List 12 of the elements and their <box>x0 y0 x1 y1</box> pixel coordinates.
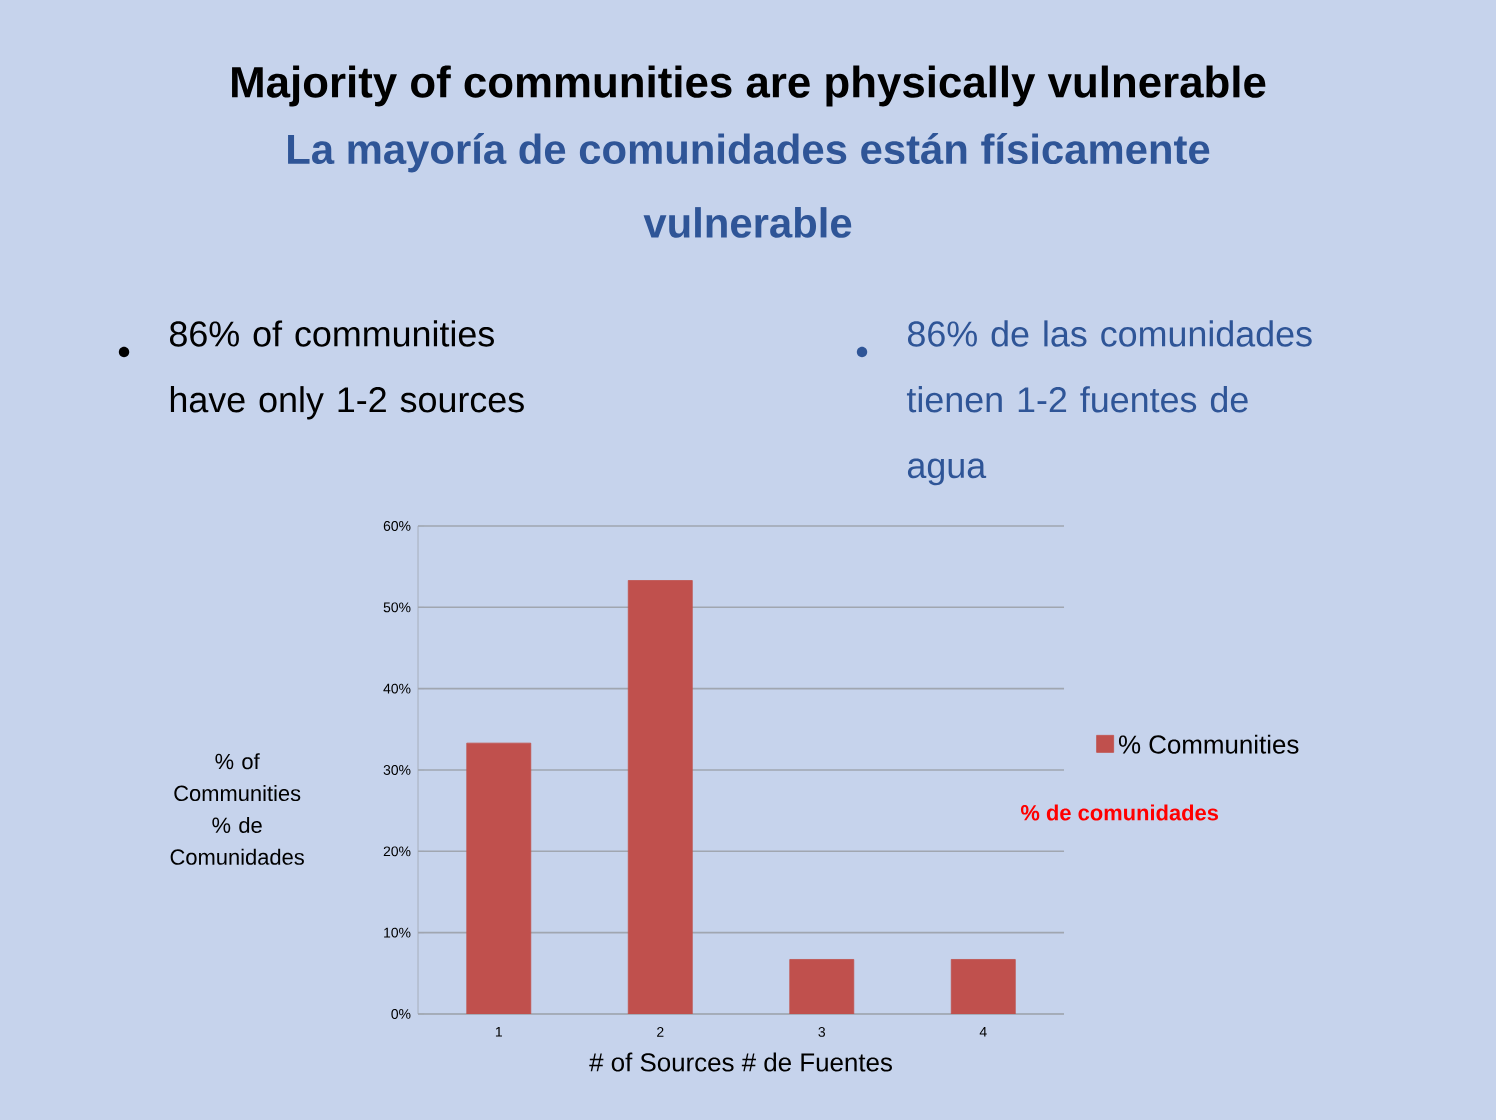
x-axis-title: # of Sources # de Fuentes <box>589 1052 892 1072</box>
bar <box>789 959 855 1014</box>
bar <box>950 959 1016 1014</box>
text: 86% of communities have only 1-2 sources <box>169 320 524 420</box>
bar <box>466 742 532 1014</box>
y-axis-title: % of Communities % de Comunidades <box>170 753 304 865</box>
legend-label: % Communities <box>1118 734 1299 754</box>
annotation: % de comunidades <box>1020 804 1219 821</box>
bar <box>627 580 693 1014</box>
text: 86% de las comunidades tienen 1-2 fuentes de agua <box>906 320 1312 486</box>
chart-title: Majority of communities are physically vulnerable <box>232 65 1266 107</box>
chart-subtitle: La mayoría de comunidades están físicamente vulnerable <box>288 133 1210 238</box>
